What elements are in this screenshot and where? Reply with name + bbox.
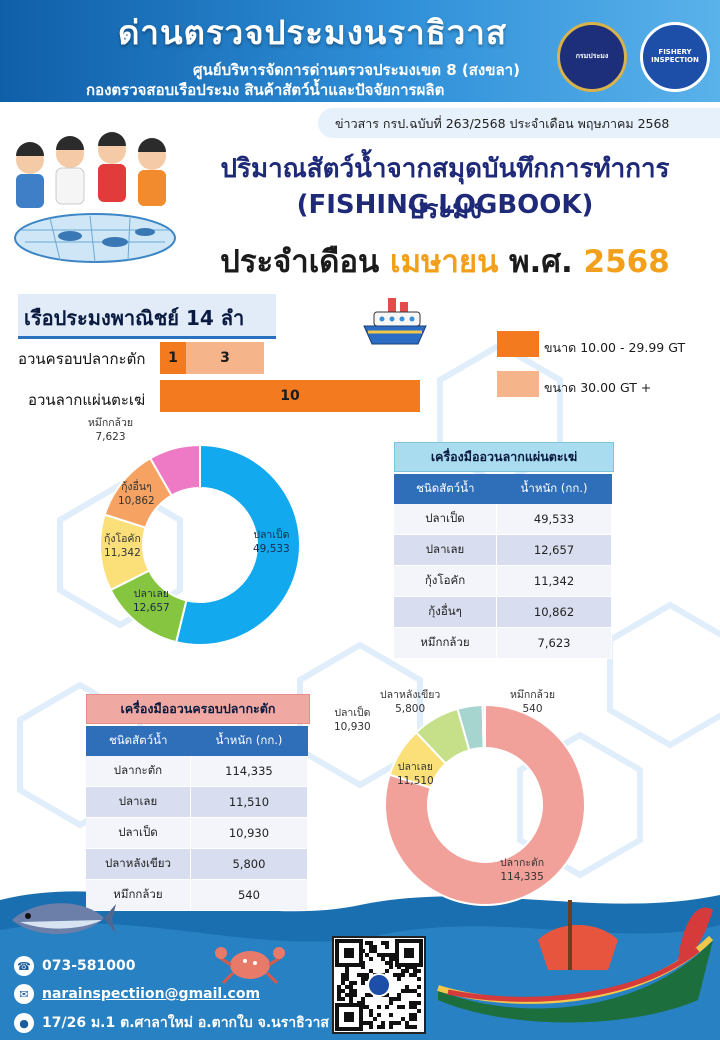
title-line-2: (FISHING LOGBOOK): [296, 190, 594, 220]
trawl-table-row: หมึกกล้วย 7,623: [394, 627, 612, 659]
trawl-catch-donut-chart: [99, 443, 301, 646]
anchovy-table-species-cell: ปลาหลังเขียว: [86, 848, 191, 880]
trawl-table-weight-cell: 49,533: [496, 504, 612, 535]
header-title: ด่านตรวจประมงนราธิวาส: [118, 13, 507, 52]
donut1-slice-4: [148, 443, 201, 497]
title-month-prefix: ประจำเดือน: [220, 244, 380, 280]
donut2-label-1: ปลาเลย 11,510: [397, 761, 434, 788]
trawl-table-caption: เครื่องมืออวนลากแผ่นตะเฆ่: [394, 442, 614, 472]
bar-small-vessels-anchovy: 1: [160, 342, 186, 374]
trawl-table-row: ปลาเป็ด 49,533: [394, 504, 612, 535]
anchovy-table-species-cell: หมึกกล้วย: [86, 879, 191, 911]
footer-phone[interactable]: 073-581000: [42, 958, 136, 974]
donut1-label-0: ปลาเป็ด 49,533: [253, 529, 290, 556]
fishermen-illustration-icon: [14, 132, 176, 263]
trawl-table-species-cell: กุ้งโอคัก: [394, 565, 498, 597]
anchovy-catch-donut-chart: [384, 703, 586, 906]
trawl-table-species-cell: กุ้งอื่นๆ: [394, 596, 498, 628]
donut2-label-0: ปลากะตัก 114,335: [500, 857, 545, 884]
title-month-name: เมษายน: [390, 244, 499, 280]
location-pin-icon: ●: [14, 1013, 34, 1033]
anchovy-table-species-cell: ปลาเป็ด: [86, 817, 191, 849]
donut1-label-2: กุ้งโอคัก 11,342: [104, 533, 141, 560]
title-month-line: ประจำเดือน เมษายน พ.ศ. 2568: [185, 236, 705, 286]
anchovy-catch-table: ชนิดสัตว์น้ำ น้ำหนัก (กก.) ปลากะตัก 114,3…: [86, 726, 309, 911]
news-issue-text: ข่าวสาร กรป.ฉบับที่ 263/2568 ประจำเดือน …: [335, 116, 670, 131]
trawl-table-weight-cell: 11,342: [496, 565, 612, 597]
trawl-table-weight-cell: 10,862: [496, 596, 612, 628]
trawl-table-weight-cell: 12,657: [496, 534, 612, 566]
anchovy-table-row: ปลาหลังเขียว 5,800: [86, 848, 309, 880]
crab-icon: [215, 947, 285, 985]
anchovy-table-header-species: ชนิดสัตว์น้ำ: [86, 726, 191, 756]
anchovy-table-header-weight: น้ำหนัก (กก.): [190, 726, 308, 756]
trawl-catch-table: ชนิดสัตว์น้ำ น้ำหนัก (กก.) ปลาเป็ด 49,533…: [394, 474, 612, 659]
donut2-label-2: ปลาเป็ด 10,930: [334, 707, 371, 734]
donut2-slice-4: [481, 703, 486, 750]
boat-icon: [363, 298, 427, 345]
anchovy-table-row: ปลาเป็ด 10,930: [86, 817, 309, 849]
legend-swatch-large: [497, 371, 539, 397]
anchovy-table-weight-cell: 10,930: [190, 817, 309, 849]
anchovy-table-species-cell: ปลาเลย: [86, 786, 191, 818]
trawl-table-species-cell: หมึกกล้วย: [394, 627, 498, 659]
trawl-table-species-cell: ปลาเป็ด: [394, 504, 498, 535]
legend-swatch-small: [497, 331, 539, 357]
header-subtitle-division: กองตรวจสอบเรือประมง สินค้าสัตว์น้ำและปัจ…: [86, 81, 445, 99]
donut1-slice-0: [174, 443, 301, 646]
donut1-label-3: กุ้งอื่นๆ 10,862: [118, 481, 155, 508]
trawl-table-row: กุ้งโอคัก 11,342: [394, 565, 612, 597]
title-line-1: ปริมาณสัตว์น้ำจากสมุดบันทึกการทำการประมง: [220, 154, 670, 225]
fleet-title: เรือประมงพาณิชย์ 14 ลำ: [24, 306, 245, 330]
legend-label-small: ขนาด 10.00 - 29.99 GT: [544, 340, 686, 355]
title-year: 2568: [583, 244, 670, 280]
department-of-fisheries-seal-icon: กรมประมง: [557, 22, 627, 92]
donut2-slice-0: [384, 703, 586, 906]
tuna-fish-icon: [12, 903, 116, 935]
trawl-table-species-cell: ปลาเลย: [394, 534, 498, 566]
trawl-table-header-weight: น้ำหนัก (กก.): [496, 474, 612, 504]
trawl-table-weight-cell: 7,623: [496, 627, 612, 659]
mail-icon: ✉: [14, 984, 34, 1004]
phone-icon: ☎: [14, 956, 34, 976]
anchovy-table-row: ปลาเลย 11,510: [86, 786, 309, 818]
korlae-boat-icon: [437, 900, 714, 1023]
donut1-label-4: หมึกกล้วย 7,623: [88, 417, 134, 444]
fishery-inspection-seal-icon: FISHERY INSPECTION: [640, 22, 710, 92]
footer-email[interactable]: narainspectiion@gmail.com: [42, 986, 261, 1002]
bar-large-vessels-anchovy: 3: [186, 342, 264, 374]
trawl-table-row: กุ้งอื่นๆ 10,862: [394, 596, 612, 628]
footer-email-row: ✉ narainspectiion@gmail.com: [14, 984, 260, 1004]
anchovy-table-weight-cell: 11,510: [190, 786, 309, 818]
footer-phone-row: ☎ 073-581000: [14, 956, 135, 976]
anchovy-table-row: ปลากะตัก 114,335: [86, 756, 309, 787]
bar-small-vessels-trawl: 10: [160, 380, 420, 412]
qr-code-icon[interactable]: [332, 936, 426, 1034]
anchovy-table-row: หมึกกล้วย 540: [86, 879, 309, 911]
footer-address-row: ● 17/26 ม.1 ต.ศาลาใหม่ อ.ตากใบ จ.นราธิวา…: [14, 1012, 383, 1034]
fleet-title-box: [18, 294, 276, 339]
gear-label-otter-board-trawl: อวนลากแผ่นตะเฆ่: [28, 391, 146, 409]
donut2-label-4: หมึกกล้วย 540: [510, 689, 556, 716]
footer-address: 17/26 ม.1 ต.ศาลาใหม่ อ.ตากใบ จ.นราธิวาส …: [42, 1015, 383, 1031]
gear-label-anchovy-lift-net: อวนครอบปลากะตัก: [18, 350, 146, 368]
anchovy-table-caption: เครื่องมืออวนครอบปลากะตัก: [86, 694, 310, 724]
anchovy-table-weight-cell: 5,800: [190, 848, 309, 880]
trawl-table-header-species: ชนิดสัตว์น้ำ: [394, 474, 497, 504]
trawl-table-row: ปลาเลย 12,657: [394, 534, 612, 566]
anchovy-table-species-cell: ปลากะตัก: [86, 756, 191, 787]
header-subtitle-center: ศูนย์บริหารจัดการด่านตรวจประมงเขต 8 (สงข…: [193, 61, 520, 79]
anchovy-table-weight-cell: 540: [190, 879, 309, 911]
legend-label-large: ขนาด 30.00 GT +: [544, 380, 652, 395]
donut1-label-1: ปลาเลย 12,657: [133, 588, 170, 615]
donut2-label-3: ปลาหลังเขียว 5,800: [380, 689, 441, 716]
news-ribbon: [318, 108, 720, 138]
title-year-prefix: พ.ศ.: [509, 244, 573, 280]
anchovy-table-weight-cell: 114,335: [190, 756, 309, 787]
